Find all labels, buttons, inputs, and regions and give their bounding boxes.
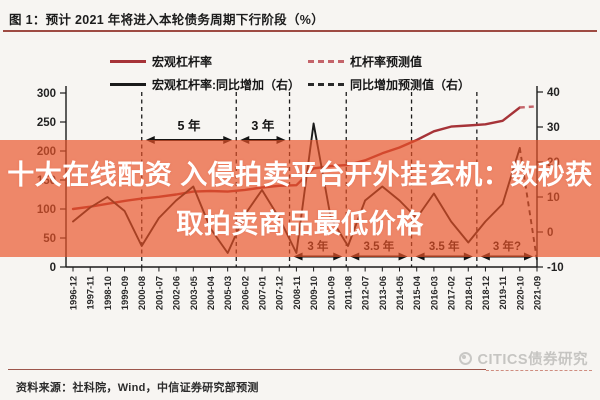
svg-text:40: 40 [547, 87, 560, 99]
legend-item-leverage: 宏观杠杆率 [110, 53, 212, 69]
watermark-text: CITICS债券研究 [477, 352, 588, 368]
legend-line-sample-solid-black [110, 82, 146, 86]
svg-text:2012-07: 2012-07 [361, 276, 371, 310]
title-underline [3, 30, 597, 32]
citics-logo-icon [459, 352, 473, 365]
svg-text:2005-03: 2005-03 [223, 276, 233, 310]
svg-text:5 年: 5 年 [178, 118, 201, 133]
overlay-ad-banner: 十大在线配资 入侵拍卖平台开外挂玄机：数秒获 取拍卖商品最低价格 [0, 140, 600, 257]
banner-text-line2: 取拍卖商品最低价格 [176, 209, 424, 239]
legend-label: 宏观杠杆率 [152, 54, 213, 69]
source-note: 资料来源：社科院，Wind，中信证券研究部预测 [16, 382, 259, 394]
svg-text:2009-10: 2009-10 [309, 276, 319, 310]
svg-text:300: 300 [37, 88, 56, 100]
svg-text:2018-01: 2018-01 [464, 276, 474, 310]
legend-item-yoy-forecast: 同比增加预测值（右） [308, 76, 470, 92]
svg-text:2007-01: 2007-01 [258, 276, 268, 310]
banner-text-line1: 十大在线配资 入侵拍卖平台开外挂玄机：数秒获 [7, 160, 593, 190]
watermark: CITICS债券研究 [459, 348, 588, 369]
svg-text:2017-02: 2017-02 [447, 276, 457, 310]
svg-text:2018-12: 2018-12 [481, 276, 491, 310]
svg-text:1997-11: 1997-11 [86, 276, 96, 310]
svg-text:30: 30 [547, 122, 560, 134]
svg-text:2013-06: 2013-06 [378, 276, 388, 310]
svg-text:2020-10: 2020-10 [515, 276, 525, 310]
svg-text:2015-04: 2015-04 [412, 275, 422, 310]
svg-text:2008-11: 2008-11 [292, 276, 302, 310]
svg-text:-10: -10 [547, 262, 564, 274]
watermark-underline [486, 370, 592, 371]
svg-text:1996-12: 1996-12 [69, 276, 79, 310]
svg-text:2021-09: 2021-09 [533, 276, 543, 310]
legend-line-sample-dashed-red [308, 59, 344, 63]
figure-title: 图 1：预计 2021 年将进入本轮债务周期下行阶段（%） [9, 13, 324, 27]
svg-text:0: 0 [50, 262, 56, 274]
legend-label: 宏观杠杆率:同比增加（右） [152, 77, 300, 92]
legend-label: 同比增加预测值（右） [350, 77, 471, 92]
svg-text:2014-05: 2014-05 [395, 276, 405, 310]
svg-text:250: 250 [37, 117, 56, 129]
svg-text:2016-03: 2016-03 [429, 276, 439, 310]
svg-text:2011-08: 2011-08 [343, 276, 353, 310]
svg-text:2000-08: 2000-08 [137, 276, 147, 310]
svg-text:1998-10: 1998-10 [103, 276, 113, 310]
svg-text:2002-06: 2002-06 [172, 276, 182, 310]
svg-text:2010-09: 2010-09 [326, 276, 336, 310]
svg-text:3 年: 3 年 [251, 118, 274, 133]
legend-item-yoy: 宏观杠杆率:同比增加（右） [110, 76, 300, 92]
svg-text:2003-05: 2003-05 [189, 276, 199, 310]
svg-text:2004-04: 2004-04 [206, 275, 216, 310]
svg-text:1999-09: 1999-09 [120, 276, 130, 310]
svg-text:2006-02: 2006-02 [240, 276, 250, 310]
svg-text:2007-12: 2007-12 [275, 276, 285, 310]
footer-divider [8, 369, 486, 370]
legend-line-sample-solid-red [110, 59, 146, 63]
legend-item-leverage-forecast: 杠杆率预测值 [308, 53, 422, 69]
svg-text:2019-11: 2019-11 [498, 276, 508, 310]
legend-label: 杠杆率预测值 [350, 54, 423, 69]
svg-text:2001-07: 2001-07 [154, 276, 164, 310]
legend-line-sample-dashed-black [308, 82, 344, 86]
